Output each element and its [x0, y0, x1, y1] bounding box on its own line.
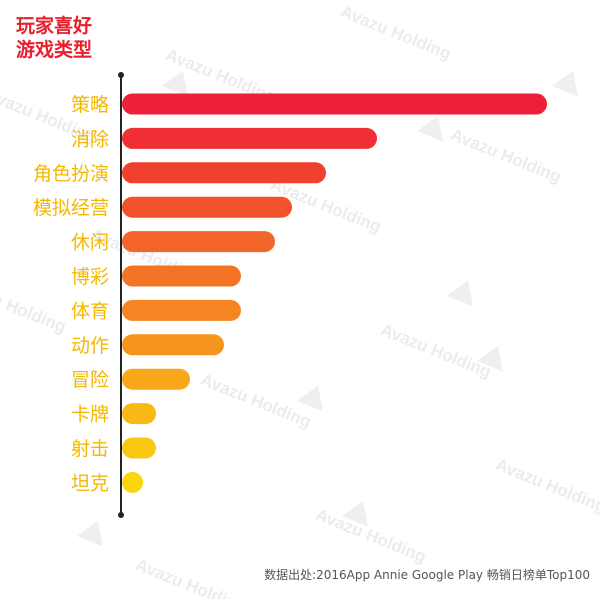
bar — [122, 196, 292, 218]
bar — [122, 93, 547, 115]
chart-title: 玩家喜好 游戏类型 — [16, 14, 92, 62]
bar — [122, 265, 241, 287]
source-note: 数据出处:2016App Annie Google Play 畅销日榜单Top1… — [264, 568, 590, 582]
bar — [122, 334, 224, 356]
bar — [122, 231, 275, 253]
category-label: 坦克 — [71, 472, 109, 494]
bar — [122, 437, 156, 459]
category-label: 射击 — [71, 438, 109, 460]
bar — [122, 403, 156, 425]
category-label: 策略 — [71, 94, 109, 116]
chart-title-line1: 玩家喜好 — [16, 15, 93, 37]
category-label: 卡牌 — [71, 404, 109, 426]
category-label: 冒险 — [71, 369, 109, 391]
bar — [122, 471, 143, 493]
category-label: 消除 — [71, 128, 109, 150]
category-label: 博彩 — [71, 266, 109, 288]
chart-title-line2: 游戏类型 — [16, 39, 93, 61]
axis-bottom-dot — [118, 512, 124, 518]
category-label: 休闲 — [71, 232, 109, 254]
category-label: 动作 — [71, 335, 109, 357]
category-label: 角色扮演 — [33, 163, 109, 185]
bar — [122, 299, 241, 321]
bar — [122, 368, 190, 390]
bar — [122, 127, 377, 149]
category-label: 体育 — [71, 300, 109, 322]
bar — [122, 162, 326, 184]
category-label: 模拟经营 — [33, 197, 109, 219]
axis-top-dot — [118, 72, 124, 78]
